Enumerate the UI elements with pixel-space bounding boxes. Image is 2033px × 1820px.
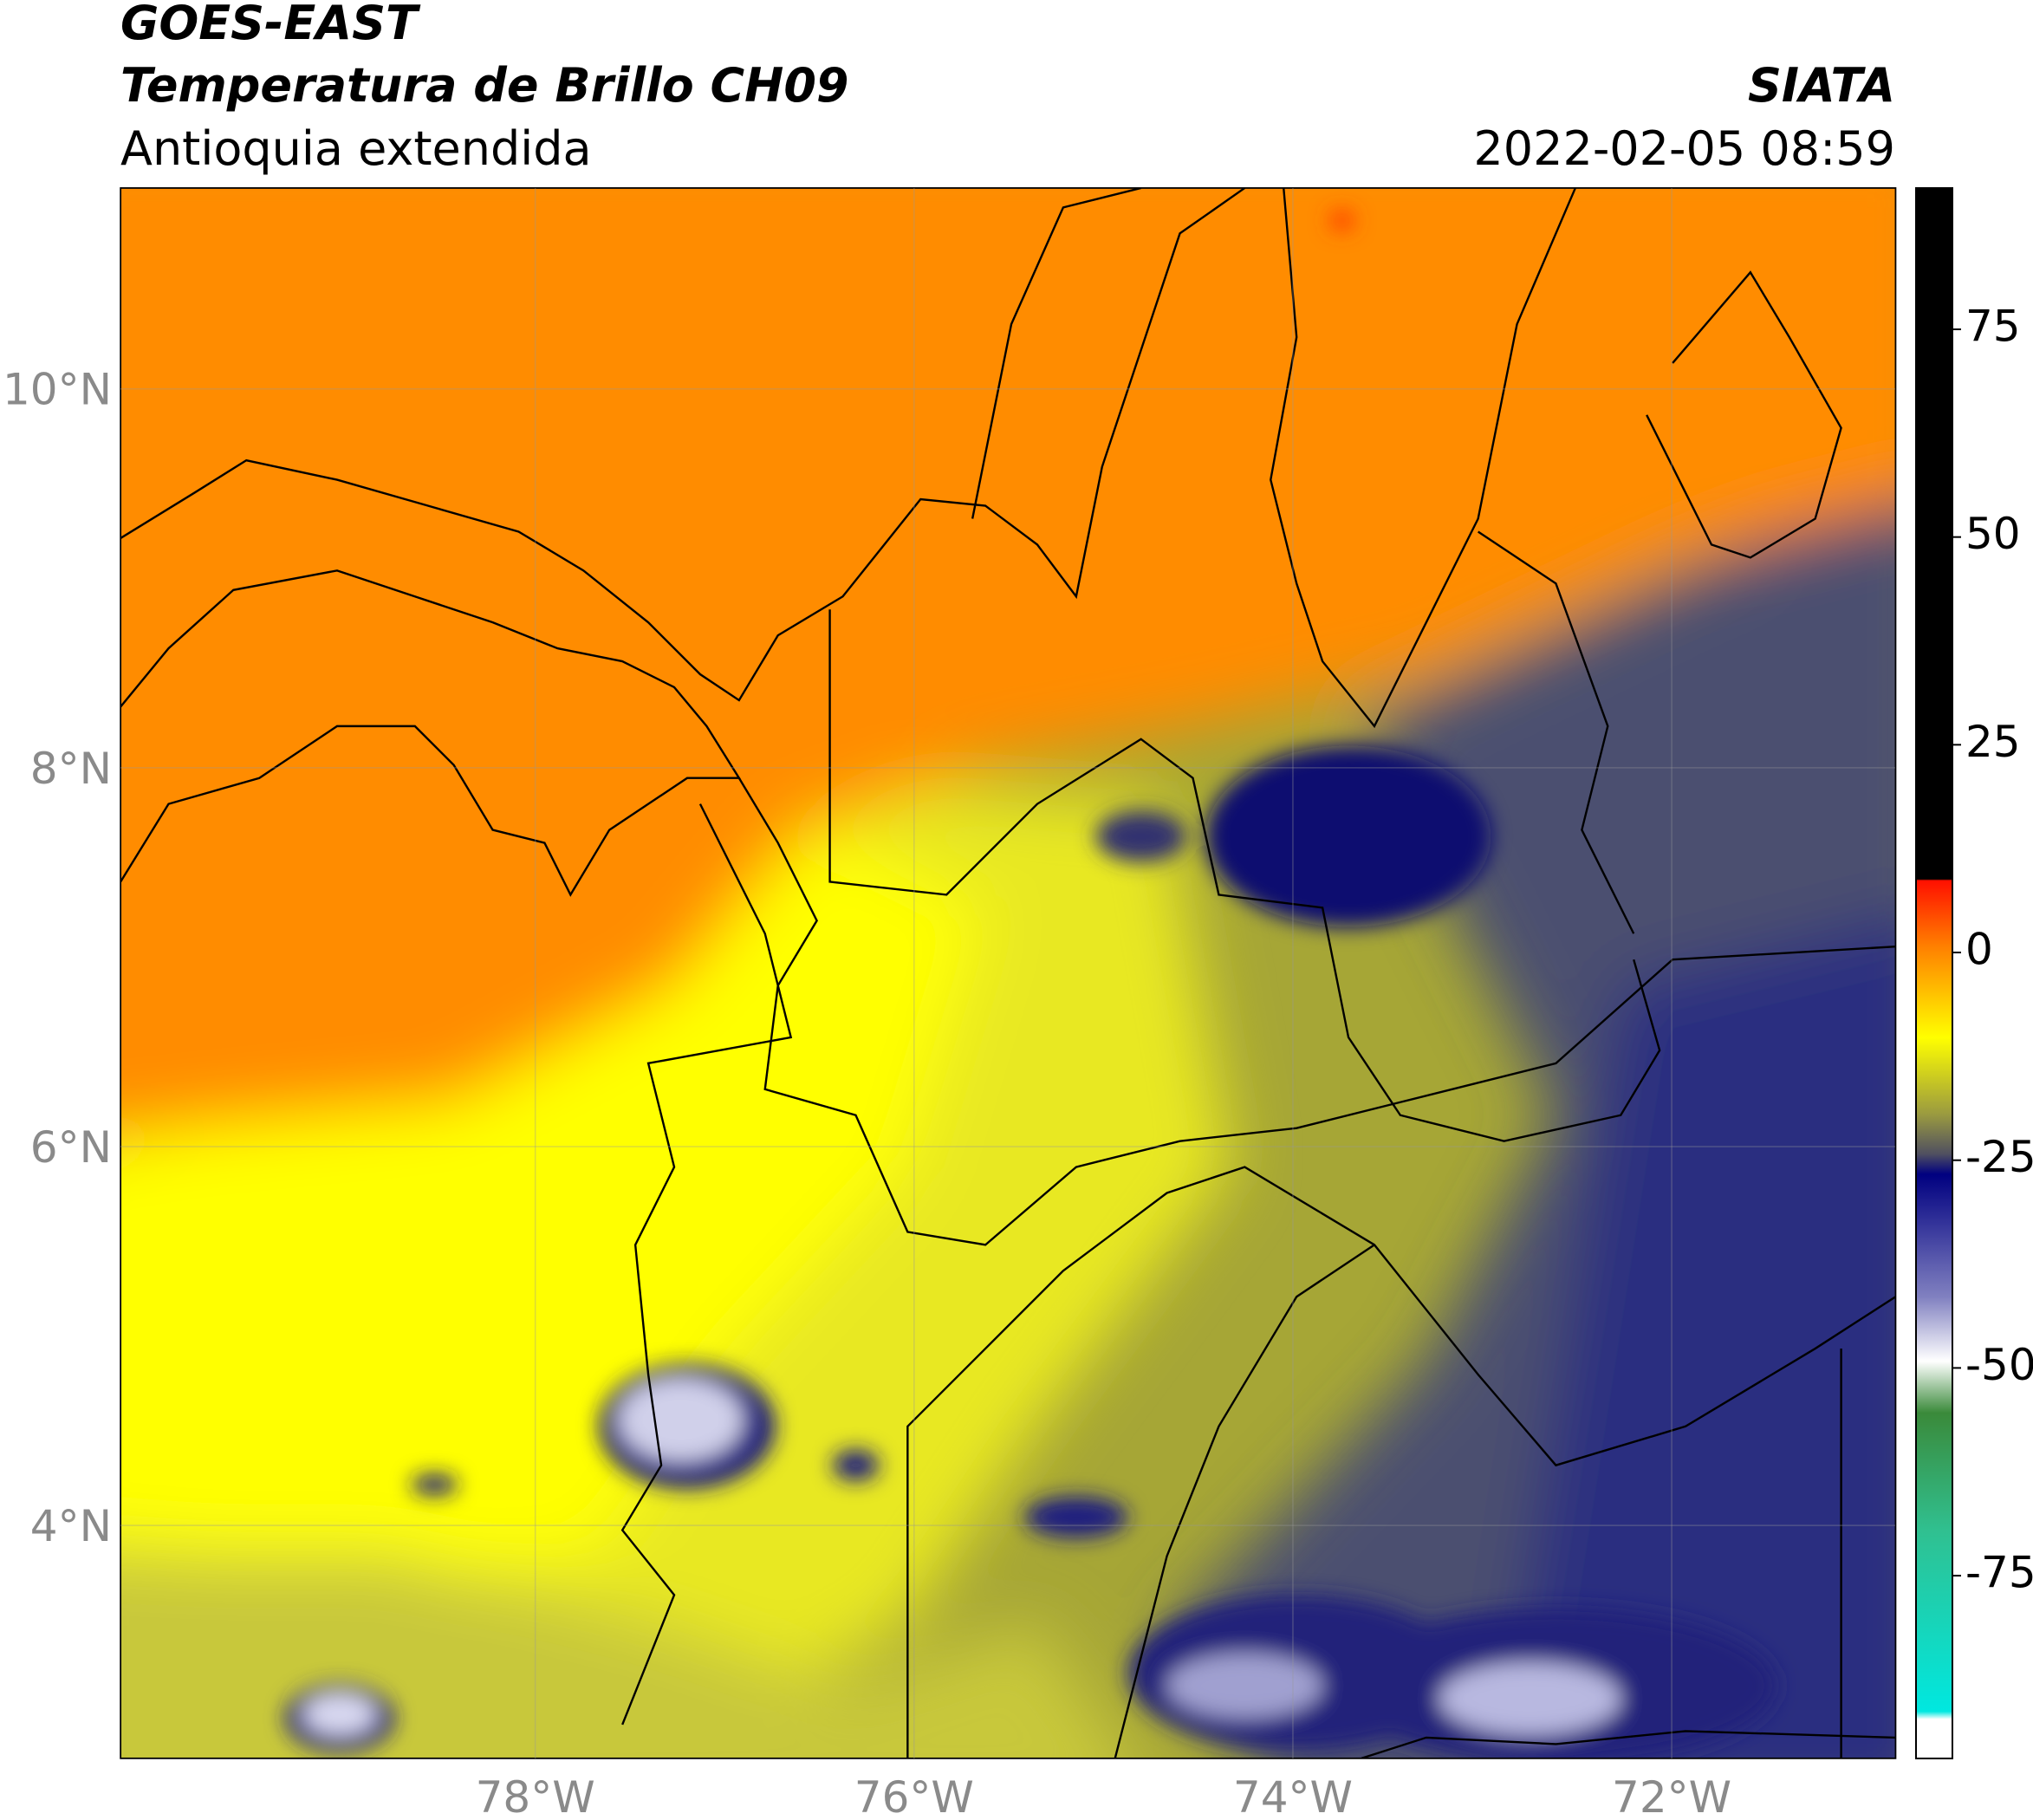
lon-tick-label: 72°W <box>1612 1772 1731 1820</box>
lat-tick-label: 8°N <box>30 744 112 794</box>
colorbar-tick-label: -25 <box>1965 1132 2033 1182</box>
region: Antioquia extendida <box>120 121 592 176</box>
lat-tick-label: 4°N <box>30 1501 112 1551</box>
colorbar-tick-label: 25 <box>1965 717 2021 767</box>
datetime: 2022-02-05 08:59 <box>1473 121 1895 176</box>
lat-tick-label: 10°N <box>3 365 112 415</box>
colorbar-tick-label: -75 <box>1965 1548 2033 1598</box>
lat-tick-label: 6°N <box>30 1122 112 1173</box>
map-frame <box>120 187 1897 1759</box>
lon-tick-label: 74°W <box>1233 1772 1353 1820</box>
colorbar-tick-label: 75 <box>1965 301 2021 351</box>
source: SIATA <box>1748 58 1895 113</box>
borders <box>120 187 1896 1758</box>
colorbar-tick-label: -50 <box>1965 1340 2033 1390</box>
lon-tick-label: 76°W <box>854 1772 974 1820</box>
grid-lines <box>120 188 1895 1758</box>
lon-tick-label: 78°W <box>476 1772 595 1820</box>
colorbar-tick-label: 50 <box>1965 509 2021 559</box>
colorbar <box>1915 187 1953 1759</box>
imagery <box>120 187 1896 1758</box>
colorbar-tick-label: 0 <box>1965 925 1993 975</box>
title: GOES-EAST <box>120 0 421 50</box>
subtitle: Temperatura de Brillo CH09 <box>120 58 849 113</box>
map <box>120 187 1897 1759</box>
